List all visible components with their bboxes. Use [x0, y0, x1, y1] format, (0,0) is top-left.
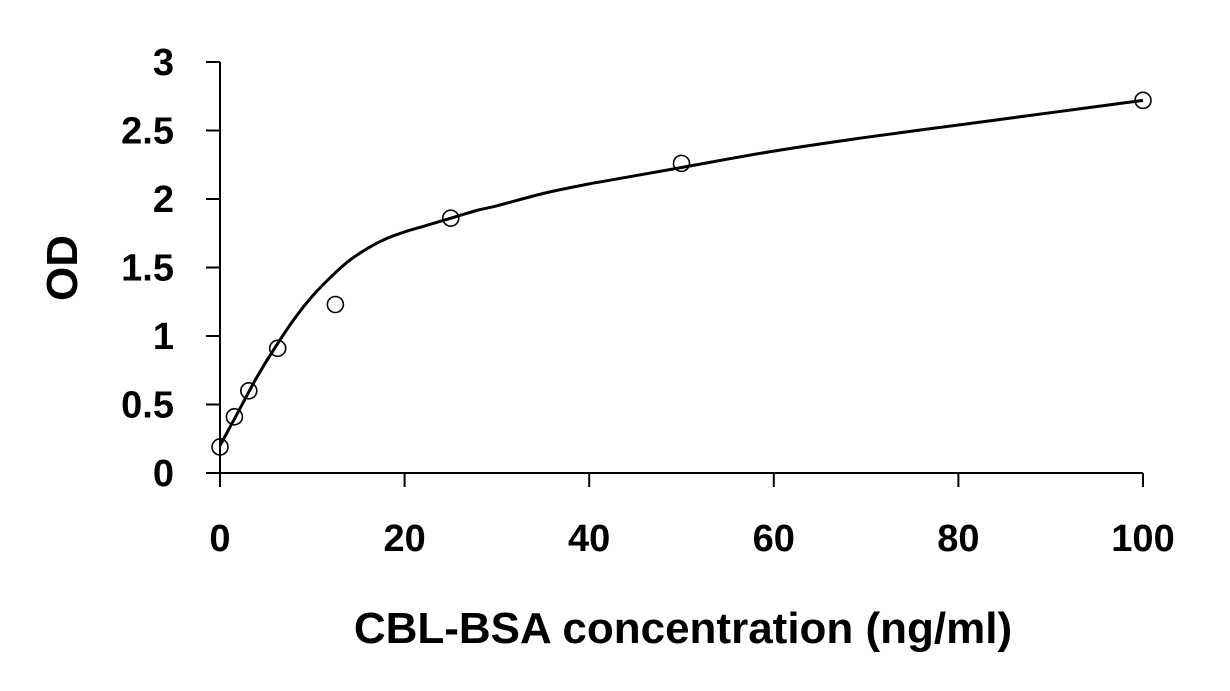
data-point — [211, 438, 229, 456]
x-axis-ticks: 0 20 40 60 80 100 — [209, 473, 1175, 560]
x-tick-label: 20 — [383, 518, 425, 560]
y-axis-ticks: 0 0.5 1 1.5 2 2.5 3 — [121, 42, 220, 495]
fit-curve — [218, 98, 1144, 447]
y-tick-label: 1.5 — [121, 248, 174, 290]
data-point — [239, 381, 258, 400]
x-tick-label: 40 — [568, 518, 610, 560]
x-tick-label: 100 — [1111, 518, 1174, 560]
data-point — [441, 209, 460, 227]
data-point — [268, 339, 287, 358]
data-points-layer — [211, 91, 1152, 456]
x-axis-title: CBL-BSA concentration (ng/ml) — [354, 604, 1012, 653]
y-tick-label: 2 — [153, 179, 174, 221]
data-point — [672, 154, 691, 173]
data-point — [326, 295, 345, 314]
y-tick-label: 1 — [153, 316, 174, 358]
y-tick-label: 0.5 — [121, 385, 174, 427]
x-tick-label: 0 — [209, 518, 230, 560]
axes — [219, 62, 1143, 474]
data-point — [225, 408, 244, 426]
y-axis-title: OD — [38, 235, 87, 301]
x-tick-label: 80 — [937, 518, 979, 560]
y-tick-label: 3 — [153, 42, 174, 84]
y-tick-label: 0 — [153, 453, 174, 495]
fit-curve-layer — [218, 98, 1144, 447]
y-tick-label: 2.5 — [121, 111, 174, 153]
data-point — [1134, 91, 1152, 110]
x-tick-label: 60 — [753, 518, 795, 560]
